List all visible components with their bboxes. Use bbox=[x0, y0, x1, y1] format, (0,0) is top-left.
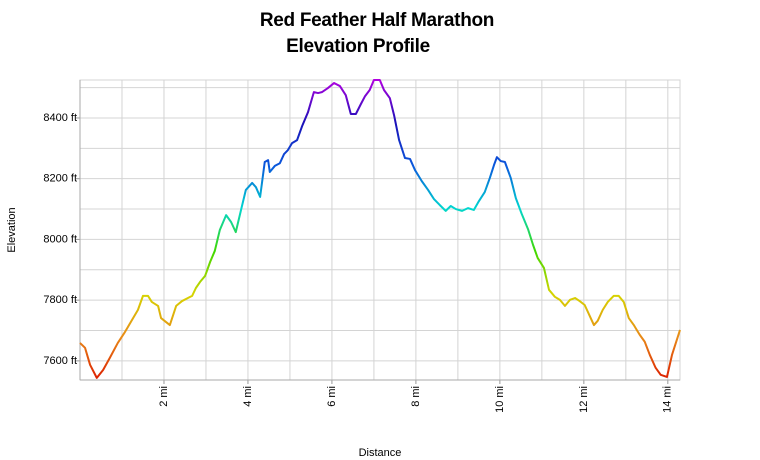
x-tick-label: 12 mi bbox=[578, 386, 590, 413]
x-tick-label: 4 mi bbox=[242, 386, 254, 407]
y-tick-label: 7800 ft bbox=[43, 294, 77, 306]
y-axis-label: Elevation bbox=[6, 207, 18, 252]
y-tick-label: 8000 ft bbox=[43, 233, 77, 245]
elevation-line bbox=[79, 79, 681, 379]
chart-subtitle: Elevation Profile bbox=[286, 36, 430, 57]
x-tick-label: 10 mi bbox=[494, 386, 506, 413]
x-tick-label: 8 mi bbox=[410, 386, 422, 407]
chart-title: Red Feather Half Marathon bbox=[260, 10, 494, 31]
y-tick-label: 8400 ft bbox=[43, 112, 77, 124]
y-tick-label: 8200 ft bbox=[43, 173, 77, 185]
y-tick-label: 7600 ft bbox=[43, 355, 77, 367]
x-tick-label: 6 mi bbox=[326, 386, 338, 407]
x-axis-label: Distance bbox=[359, 447, 402, 459]
plot-frame bbox=[79, 79, 681, 381]
x-tick-label: 2 mi bbox=[158, 386, 170, 407]
x-tick-label: 14 mi bbox=[662, 386, 674, 413]
